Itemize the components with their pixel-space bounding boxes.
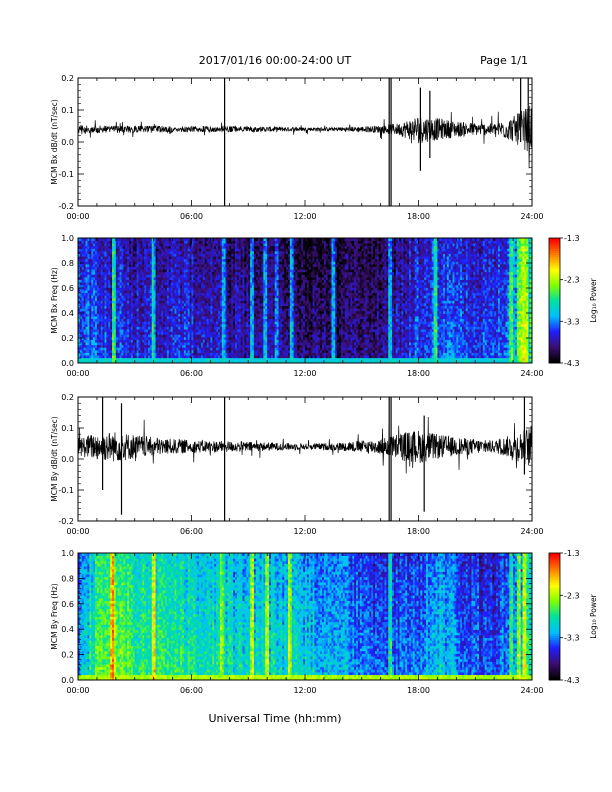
x-tick-label: 24:00 — [520, 212, 543, 221]
y-tick-label: -0.2 — [58, 202, 74, 211]
y-axis-label: MCM Bx dB/dt (nT/sec) — [50, 99, 59, 184]
dbdt-trace — [78, 106, 532, 168]
page-number: Page 1/1 — [480, 54, 528, 67]
y-tick-label: -0.1 — [58, 170, 74, 179]
spectrogram-cells — [78, 238, 532, 363]
x-tick-label: 18:00 — [407, 212, 430, 221]
x-tick-label: 12:00 — [293, 212, 316, 221]
y-tick-label: 0.2 — [61, 74, 74, 83]
bx-timeseries-panel: 00:00 06:00 12:00 18:00 24:00 -0.2 -0.1 0.0 0.1 0… — [50, 74, 544, 221]
figure-title: 2017/01/16 00:00-24:00 UT — [199, 54, 352, 67]
figure: 2017/01/16 00:00-24:00 UT Page 1/1 00:00… — [0, 0, 612, 792]
x-tick-label: 00:00 — [66, 212, 89, 221]
y-tick-label: 0.0 — [61, 138, 74, 147]
plot-frame — [78, 78, 532, 206]
x-tick-label: 06:00 — [180, 212, 203, 221]
y-tick-label: 0.1 — [61, 106, 74, 115]
